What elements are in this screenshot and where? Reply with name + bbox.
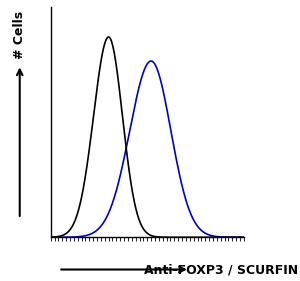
Text: Anti-FOXP3 / SCURFIN: Anti-FOXP3 / SCURFIN — [144, 263, 298, 276]
Text: # Cells: # Cells — [13, 10, 26, 59]
